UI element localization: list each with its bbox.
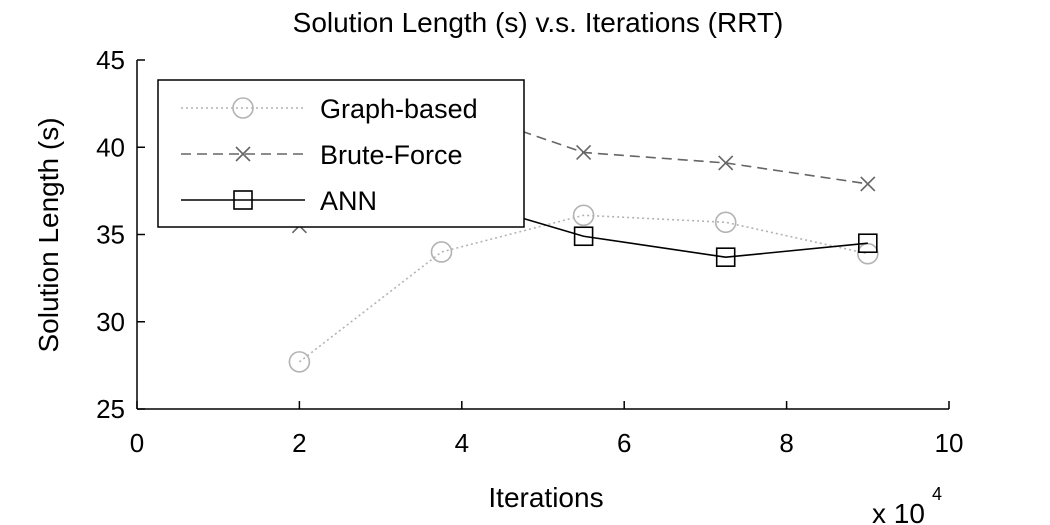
y-tick-label: 35 xyxy=(96,220,125,250)
legend-marker xyxy=(233,190,253,210)
data-point xyxy=(856,242,879,265)
x-axis-label: Iterations xyxy=(488,482,603,513)
data-point xyxy=(288,351,311,373)
series-graph-based xyxy=(288,204,879,373)
legend-label: Brute-Force xyxy=(320,140,463,170)
y-tick-label: 40 xyxy=(96,132,125,162)
x-tick-label: 4 xyxy=(455,428,469,458)
data-point xyxy=(572,204,595,227)
data-point xyxy=(430,241,453,263)
y-axis-label: Solution Length (s) xyxy=(33,117,64,352)
x-axis-multiplier-exponent: 4 xyxy=(932,484,942,504)
x-tick-label: 6 xyxy=(617,428,631,458)
data-point xyxy=(860,176,876,192)
data-point xyxy=(718,155,734,171)
data-point xyxy=(857,233,878,254)
x-tick-label: 10 xyxy=(935,428,964,458)
y-tick-label: 30 xyxy=(96,307,125,337)
x-axis-multiplier: x 10 xyxy=(872,498,925,525)
legend-label: Graph-based xyxy=(320,94,478,124)
y-tick-label: 25 xyxy=(96,394,125,424)
x-tick-label: 0 xyxy=(130,428,144,458)
y-tick-label: 45 xyxy=(96,45,125,75)
data-point xyxy=(715,247,736,267)
chart-title: Solution Length (s) v.s. Iterations (RRT… xyxy=(293,7,784,38)
series-line xyxy=(298,214,868,363)
legend-label: ANN xyxy=(320,186,377,216)
data-point xyxy=(714,211,737,234)
axes: 0 2 4 6 8 10 25 30 35 40 45 xyxy=(96,45,963,458)
legend-marker xyxy=(235,146,251,162)
legend-marker xyxy=(232,97,254,119)
x-tick-label: 2 xyxy=(292,428,306,458)
x-tick-label: 8 xyxy=(779,428,793,458)
legend: Graph-based Brute-Force ANN xyxy=(157,79,525,228)
data-point xyxy=(576,144,592,161)
data-point xyxy=(573,226,594,247)
